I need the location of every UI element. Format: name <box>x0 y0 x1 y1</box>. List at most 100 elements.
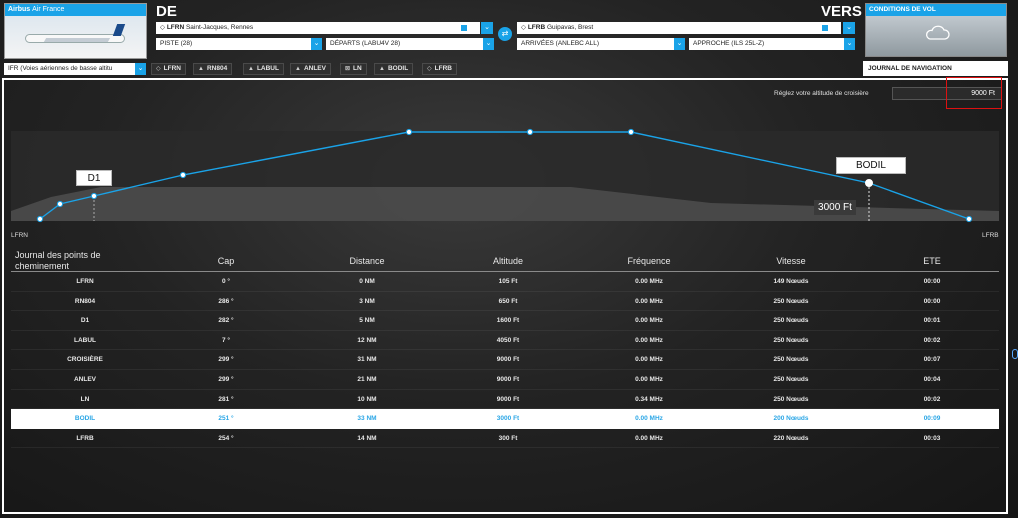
route-chip-lfrn[interactable]: ◇ LFRN <box>151 63 186 75</box>
tab-navigation-log[interactable]: JOURNAL DE NAVIGATION <box>863 61 1008 76</box>
cell-ete: 00:00 <box>923 297 941 305</box>
cell-frequency: 0.00 MHz <box>635 356 663 364</box>
callout-d1: D1 <box>76 170 112 186</box>
cell-speed: 220 Nœuds <box>773 434 809 442</box>
route-chip-rn804[interactable]: ▲ RN804 <box>193 63 233 75</box>
route-chip-bodil[interactable]: ▲ BODIL <box>374 63 414 75</box>
waypoint-triangle-icon: ▲ <box>379 66 385 72</box>
waypoint-log-table: Journal des points de cheminement Cap Di… <box>11 250 999 449</box>
table-row[interactable]: CROISIÈRE 299 ° 31 NM 9000 Ft 0.00 MHz 250 Nœ… <box>11 350 999 370</box>
cell-heading: 254 ° <box>218 434 234 442</box>
table-row[interactable]: RN804 286 ° 3 NM 650 Ft 0.00 MHz 250 Nœuds 00:… <box>11 292 999 312</box>
to-heading: VERS <box>821 3 862 20</box>
arrival-airport-dropdown-button[interactable]: ⌄ <box>843 22 855 34</box>
callout-bodil-altitude: 3000 Ft <box>814 200 856 215</box>
header-frequency: Fréquence <box>627 256 671 266</box>
cell-waypoint: D1 <box>80 317 90 325</box>
aircraft-card[interactable]: Airbus Air France <box>4 3 147 59</box>
flight-conditions-card[interactable]: CONDITIONS DE VOL <box>865 3 1007 57</box>
cell-ete: 00:04 <box>923 375 941 383</box>
waypoint-marker[interactable] <box>36 215 44 223</box>
route-chip-lfrb[interactable]: ◇ LFRB <box>422 63 457 75</box>
swap-icon: ⇄ <box>501 29 509 38</box>
departure-procedure-select[interactable]: DÉPARTS (LABU4V 28) ⌄ <box>326 38 494 50</box>
route-chip-label: LABUL <box>256 65 279 72</box>
table-row[interactable]: LN 281 ° 10 NM 9000 Ft 0.34 MHz 250 Nœuds 00:0… <box>11 390 999 410</box>
airplane-wing <box>43 38 111 42</box>
header-ete: ETE <box>923 256 941 266</box>
cell-speed: 250 Nœuds <box>773 317 809 325</box>
approach-select[interactable]: APPROCHE (ILS 25L-Z) ⌄ <box>689 38 855 50</box>
cell-ete: 00:07 <box>923 356 941 364</box>
waypoint-marker[interactable] <box>526 128 534 136</box>
flight-conditions-title: CONDITIONS DE VOL <box>866 4 1006 16</box>
cell-waypoint: BODIL <box>74 415 96 423</box>
marker-icon <box>461 25 467 31</box>
departure-airport-dropdown-button[interactable]: ⌄ <box>481 22 493 34</box>
from-heading: DE <box>156 3 177 20</box>
cell-altitude: 3000 Ft <box>496 415 520 423</box>
airport-icon: ◇ <box>160 24 165 31</box>
cell-ete: 00:02 <box>923 395 941 403</box>
cell-speed: 250 Nœuds <box>773 336 809 344</box>
cell-heading: 251 ° <box>218 415 234 423</box>
waypoint-marker-selected[interactable] <box>865 179 873 187</box>
cell-waypoint: LABUL <box>73 336 97 344</box>
cell-heading: 0 ° <box>221 278 231 285</box>
waypoint-marker[interactable] <box>627 128 635 136</box>
cell-altitude: 105 Ft <box>498 278 518 285</box>
cell-heading: 7 ° <box>221 336 231 344</box>
table-row[interactable]: D1 282 ° 5 NM 1600 Ft 0.00 MHz 250 Nœuds 00:01 <box>11 311 999 331</box>
cell-heading: 282 ° <box>218 317 234 325</box>
departure-airport-select[interactable]: ◇ LFRN Saint-Jacques, Rennes <box>156 22 480 34</box>
cell-frequency: 0.00 MHz <box>635 317 663 325</box>
cruise-altitude-label: Réglez votre altitude de croisière <box>774 90 869 97</box>
header-altitude: Altitude <box>492 256 524 266</box>
chevron-down-icon: ⌄ <box>135 63 146 75</box>
table-row[interactable]: BODIL 251 ° 33 NM 3000 Ft 0.00 MHz 200 Nœuds 0… <box>11 409 999 429</box>
arrival-airport-code: LFRB <box>527 24 546 31</box>
airport-icon: ◇ <box>427 66 432 72</box>
waypoint-marker[interactable] <box>965 215 973 223</box>
header-heading: Cap <box>217 256 235 266</box>
table-row[interactable]: ANLEV 299 ° 21 NM 9000 Ft 0.00 MHz 250 Nœuds 0… <box>11 370 999 390</box>
arrival-airport-name: Guipavas, Brest <box>546 24 594 31</box>
table-body: LFRN 0 ° 0 NM 105 Ft 0.00 MHz 149 Nœuds 00:00 R… <box>11 272 999 449</box>
route-chip-labul[interactable]: ▲ LABUL <box>243 63 284 75</box>
chevron-down-icon: ⌄ <box>674 38 685 50</box>
arrival-airport-select[interactable]: ◇ LFRB Guipavas, Brest <box>517 22 841 34</box>
cell-speed: 149 Nœuds <box>773 278 809 285</box>
cell-distance: 3 NM <box>359 297 375 305</box>
waypoint-marker[interactable] <box>90 192 98 200</box>
scrollbar-handle[interactable] <box>1012 349 1018 359</box>
header-waypoint: Journal des points de cheminement <box>15 250 101 271</box>
departure-procedure-value: DÉPARTS (LABU4V 28) <box>330 40 401 47</box>
route-chip-anlev[interactable]: ▲ ANLEV <box>290 63 331 75</box>
cell-waypoint: CROISIÈRE <box>67 356 103 364</box>
cell-ete: 00:02 <box>923 336 941 344</box>
runway-select[interactable]: PISTE (28) ⌄ <box>156 38 322 50</box>
waypoint-marker[interactable] <box>56 200 64 208</box>
table-row[interactable]: LFRN 0 ° 0 NM 105 Ft 0.00 MHz 149 Nœuds 00:00 <box>11 272 999 292</box>
route-type-select[interactable]: IFR (Voies aériennes de basse altitu ⌄ <box>4 63 146 75</box>
waypoint-marker[interactable] <box>179 171 187 179</box>
cell-altitude: 650 Ft <box>498 297 518 305</box>
swap-airports-button[interactable]: ⇄ <box>498 27 512 41</box>
vor-icon: ⊠ <box>345 66 351 72</box>
arrival-procedure-select[interactable]: ARRIVÉES (ANLEBC ALL) ⌄ <box>517 38 685 50</box>
table-row[interactable]: LFRB 254 ° 14 NM 300 Ft 0.00 MHz 220 Nœuds 00:… <box>11 429 999 449</box>
profile-start-label: LFRN <box>11 232 28 239</box>
table-row[interactable]: LABUL 7 ° 12 NM 4050 Ft 0.00 MHz 250 Nœuds 00:… <box>11 331 999 351</box>
waypoint-triangle-icon: ▲ <box>198 66 204 72</box>
cell-frequency: 0.00 MHz <box>635 434 663 442</box>
route-chip-ln[interactable]: ⊠ LN <box>340 63 367 75</box>
cell-speed: 250 Nœuds <box>773 395 809 403</box>
waypoint-marker[interactable] <box>405 128 413 136</box>
cell-waypoint: ANLEV <box>73 375 97 383</box>
cell-altitude: 1600 Ft <box>496 317 520 325</box>
cell-ete: 00:01 <box>923 317 941 325</box>
cell-distance: 21 NM <box>357 375 377 383</box>
cell-heading: 281 ° <box>218 395 234 403</box>
cell-frequency: 0.00 MHz <box>635 375 663 383</box>
cloud-icon <box>926 25 950 40</box>
